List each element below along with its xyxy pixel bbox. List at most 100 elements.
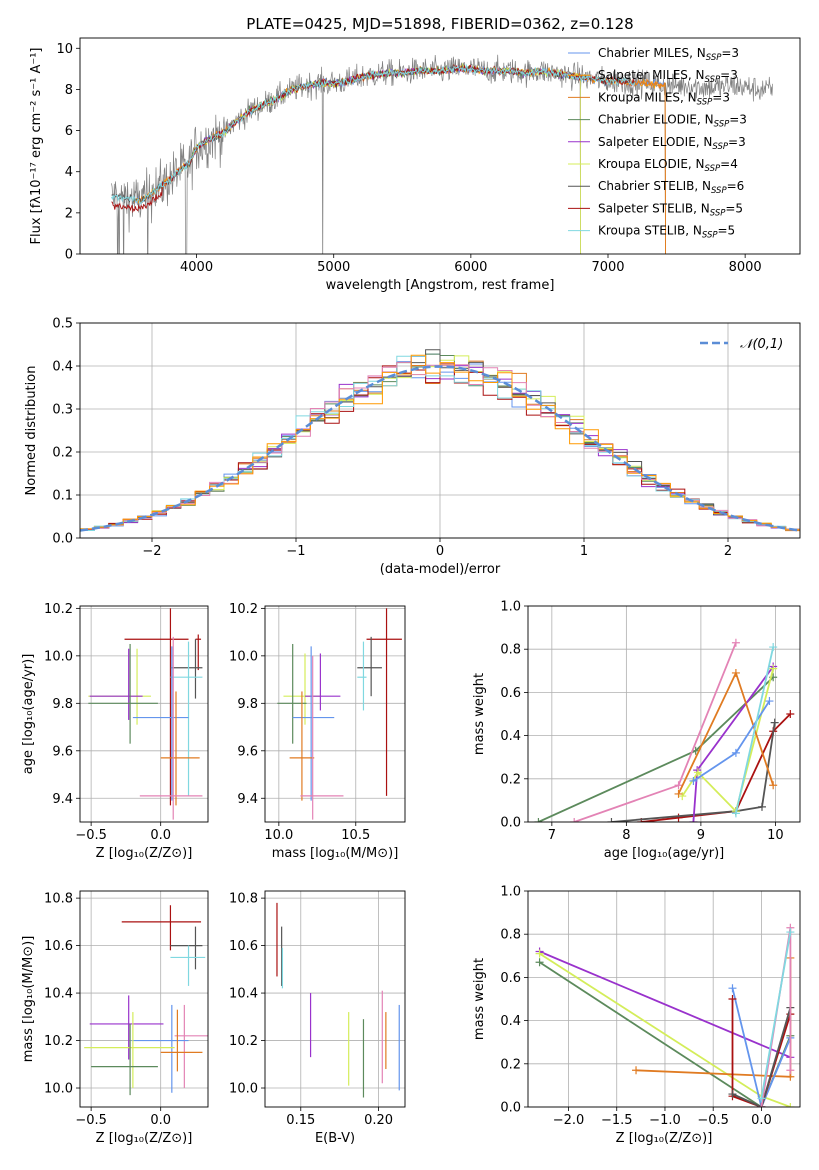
model-spectrum-line bbox=[111, 63, 636, 205]
axes-box bbox=[79, 605, 209, 823]
error-bar-point bbox=[305, 653, 341, 711]
x-tick-label: −0.5 bbox=[697, 1113, 729, 1128]
legend-entry: Salpeter STELIB, NSSP=5 bbox=[598, 201, 743, 218]
y-tick-label: 2 bbox=[65, 206, 73, 221]
model-spectrum-line bbox=[182, 65, 582, 254]
x-tick-label: 6000 bbox=[454, 260, 487, 275]
weight-point-marker bbox=[674, 781, 683, 790]
weight-series-line bbox=[731, 999, 792, 1107]
y-tick-label: 0.8 bbox=[500, 928, 521, 943]
weight-point-marker bbox=[786, 1066, 795, 1075]
model-spectrum-line bbox=[133, 64, 666, 254]
weight-point-marker bbox=[769, 664, 778, 673]
error-bar-point bbox=[357, 641, 367, 711]
y-tick-label: 0.2 bbox=[500, 772, 521, 787]
y-tick-label: 10.0 bbox=[44, 1082, 73, 1097]
y-axis-label: Normed distribution bbox=[24, 366, 39, 496]
error-bar-point bbox=[170, 926, 203, 970]
weight-point-marker bbox=[786, 1103, 795, 1107]
axes-box bbox=[79, 37, 801, 255]
y-tick-label: 0.1 bbox=[52, 489, 73, 504]
weight-point-marker bbox=[607, 818, 616, 822]
mass-vs-ebv-panel: 0.15 0.20 10.0 10.2 10.4 10.6 10.8 E(B-V) bbox=[229, 890, 406, 1146]
y-tick-label: 0.4 bbox=[500, 1014, 521, 1029]
plot-area bbox=[534, 638, 795, 822]
weight-point-marker bbox=[770, 718, 779, 727]
y-tick-label: 4 bbox=[65, 165, 73, 180]
x-tick-label: 10 bbox=[767, 828, 784, 843]
y-tick-label: 10.8 bbox=[44, 892, 73, 907]
weight-series-line bbox=[735, 646, 775, 814]
y-tick-label: 10.2 bbox=[44, 602, 73, 617]
x-axis-label: wavelength [Angstrom, rest frame] bbox=[326, 278, 555, 293]
error-bar-point bbox=[88, 648, 151, 725]
legend-subscript: SSP bbox=[697, 97, 713, 107]
y-tick-label: 0.6 bbox=[500, 686, 521, 701]
x-tick-label: −0.5 bbox=[75, 1113, 107, 1128]
x-tick-label: 8000 bbox=[729, 260, 762, 275]
error-bar-point bbox=[124, 608, 189, 806]
x-tick-label: 1 bbox=[580, 544, 588, 559]
weight-point-marker bbox=[535, 958, 544, 967]
weight-point-marker bbox=[765, 697, 774, 706]
weight-series-line bbox=[539, 950, 791, 1059]
error-bar-point bbox=[88, 643, 158, 744]
y-axis-label: Flux [fλ10⁻¹⁷ erg cm⁻² s⁻¹ A⁻¹] bbox=[29, 48, 44, 245]
age-vs-mass-panel: 10.0 10.5 9.4 9.6 9.8 10.0 10.2 mass [log₁₀(M/M… bbox=[229, 602, 406, 861]
y-tick-label: 10.8 bbox=[229, 892, 258, 907]
y-axis-label: mass [log₁₀(M/M⊙)] bbox=[21, 936, 36, 1063]
plot-area bbox=[277, 608, 402, 820]
error-bar-point bbox=[160, 1009, 203, 1072]
weight-point-marker bbox=[786, 928, 795, 937]
x-axis-label: Z [log₁₀(Z/Z⊙)] bbox=[96, 1131, 193, 1146]
x-tick-label: 0 bbox=[436, 544, 444, 559]
y-tick-label: 0 bbox=[65, 248, 73, 263]
weight-point-marker bbox=[731, 638, 740, 647]
axes-frame: −2.0 −1.5 −1.0 −0.5 0.0 0.0 0.2 0.4 0.6 0.8 1.0 Z [… bbox=[472, 885, 801, 1146]
x-tick-label: 0.0 bbox=[150, 1113, 171, 1128]
weight-series-line bbox=[681, 668, 775, 813]
error-bar-point bbox=[91, 1023, 158, 1096]
x-tick-label: 10.0 bbox=[264, 828, 293, 843]
y-tick-label: 10 bbox=[56, 42, 73, 57]
legend-subscript: SSP bbox=[710, 208, 726, 218]
x-tick-label: −1.5 bbox=[601, 1113, 633, 1128]
y-tick-label: 0.2 bbox=[500, 1057, 521, 1072]
error-bar-point bbox=[170, 639, 203, 699]
weight-series-line bbox=[760, 931, 792, 1099]
legend-entry: Kroupa MILES, NSSP=3 bbox=[598, 90, 730, 107]
legend-subscript: SSP bbox=[711, 186, 727, 196]
y-axis-label: age [log₁₀(age/yr)] bbox=[21, 654, 36, 775]
weight-series-line bbox=[732, 1007, 792, 1107]
x-tick-label: −1 bbox=[286, 544, 305, 559]
axes-frame: 4000 5000 6000 7000 8000 0 2 4 6 8 10 wavelength [A… bbox=[29, 37, 801, 293]
x-axis-label: E(B-V) bbox=[315, 1131, 355, 1146]
error-bar-point bbox=[170, 641, 203, 796]
weight-point-marker bbox=[786, 710, 795, 718]
weight-point-marker bbox=[769, 643, 778, 652]
legend-value: =3 bbox=[728, 135, 746, 149]
x-tick-label: −2.0 bbox=[553, 1113, 585, 1128]
error-bar-point bbox=[139, 636, 203, 820]
weight-point-marker bbox=[728, 995, 737, 1003]
residual-histogram-panel: −2 −1 0 1 2 0.0 0.1 0.2 0.3 0.4 0.5 (data-model)/er… bbox=[24, 317, 801, 577]
axes-box bbox=[527, 890, 801, 1108]
axes-frame: −0.5 0.0 10.0 10.2 10.4 10.6 10.8 Z [log₁₀(Z/Z⊙… bbox=[21, 890, 209, 1146]
legend-value: =3 bbox=[721, 46, 739, 60]
weight-point-marker bbox=[757, 1094, 766, 1103]
weight-point-marker bbox=[632, 1066, 641, 1075]
legend-entry: Chabrier MILES, NSSP=3 bbox=[598, 46, 739, 63]
model-spectrum-line bbox=[111, 64, 636, 204]
y-tick-label: 0.6 bbox=[500, 971, 521, 986]
x-axis-label: mass [log₁₀(M/M⊙)] bbox=[272, 846, 399, 861]
y-tick-label: 9.6 bbox=[52, 744, 73, 759]
x-tick-label: −2 bbox=[142, 544, 161, 559]
y-tick-label: 0.0 bbox=[500, 816, 521, 831]
error-bar-point bbox=[195, 634, 202, 671]
model-spectrum-line bbox=[182, 64, 582, 254]
weight-point-marker bbox=[674, 789, 683, 798]
x-tick-label: 2 bbox=[724, 544, 732, 559]
error-bar-point bbox=[366, 608, 402, 796]
error-bar-point bbox=[89, 648, 143, 720]
